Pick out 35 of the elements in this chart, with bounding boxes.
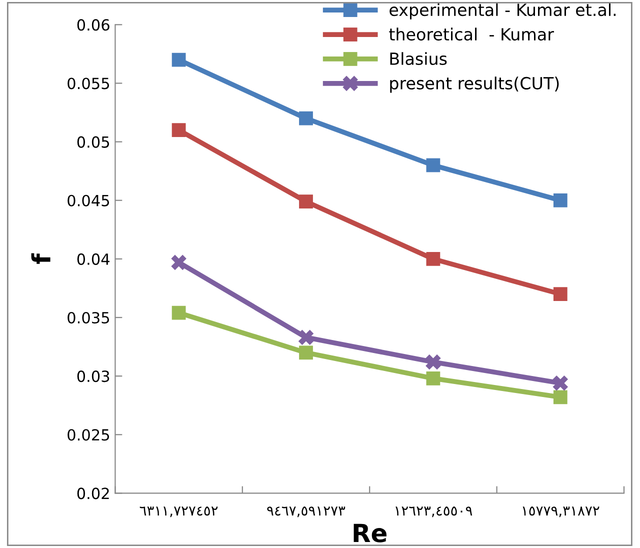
- point: [299, 111, 313, 126]
- point: [172, 52, 186, 67]
- legend-label: Blasius: [390, 52, 447, 66]
- x-axis-title: Re: [354, 524, 386, 542]
- y-axis-title: f: [31, 253, 50, 264]
- point: [426, 158, 440, 172]
- point: [298, 330, 314, 346]
- y-tick-label: 0.05: [77, 136, 110, 148]
- point: [171, 254, 186, 270]
- point: [299, 194, 313, 208]
- point: [172, 123, 186, 138]
- point: [426, 371, 440, 386]
- x-tick-label: ١٥٧٧٩,٣١٨٧٢: [522, 506, 600, 518]
- y-tick-label: 0.045: [68, 194, 110, 206]
- x-tick-label: ٦٣١١,٧٢٧٤٥٢: [140, 506, 218, 518]
- legend-label: theoretical - Kumar: [389, 28, 554, 41]
- point: [426, 252, 440, 266]
- point: [553, 390, 568, 404]
- point: [552, 375, 568, 391]
- x-tick-label: ٩٤٦٧,٥٩١٢٧٣: [267, 506, 346, 518]
- y-tick-label: 0.035: [68, 312, 110, 324]
- point: [553, 193, 568, 208]
- y-tick-label: 0.06: [77, 19, 110, 31]
- y-tick-label: 0.03: [77, 370, 110, 382]
- point: [172, 306, 186, 320]
- point: [299, 346, 313, 360]
- legend-label: present results(CUT): [390, 76, 559, 93]
- y-tick-label: 0.025: [68, 429, 110, 441]
- y-tick-label: 0.055: [68, 78, 110, 90]
- point: [426, 354, 441, 370]
- point: [553, 287, 568, 302]
- y-tick-label: 0.04: [77, 253, 110, 265]
- legend-label: experimental - Kumar et.al.: [390, 3, 616, 20]
- x-tick-label: ١٢٦٢٣,٤٥٥٠٩: [396, 506, 472, 518]
- y-tick-label: 0.02: [77, 488, 109, 500]
